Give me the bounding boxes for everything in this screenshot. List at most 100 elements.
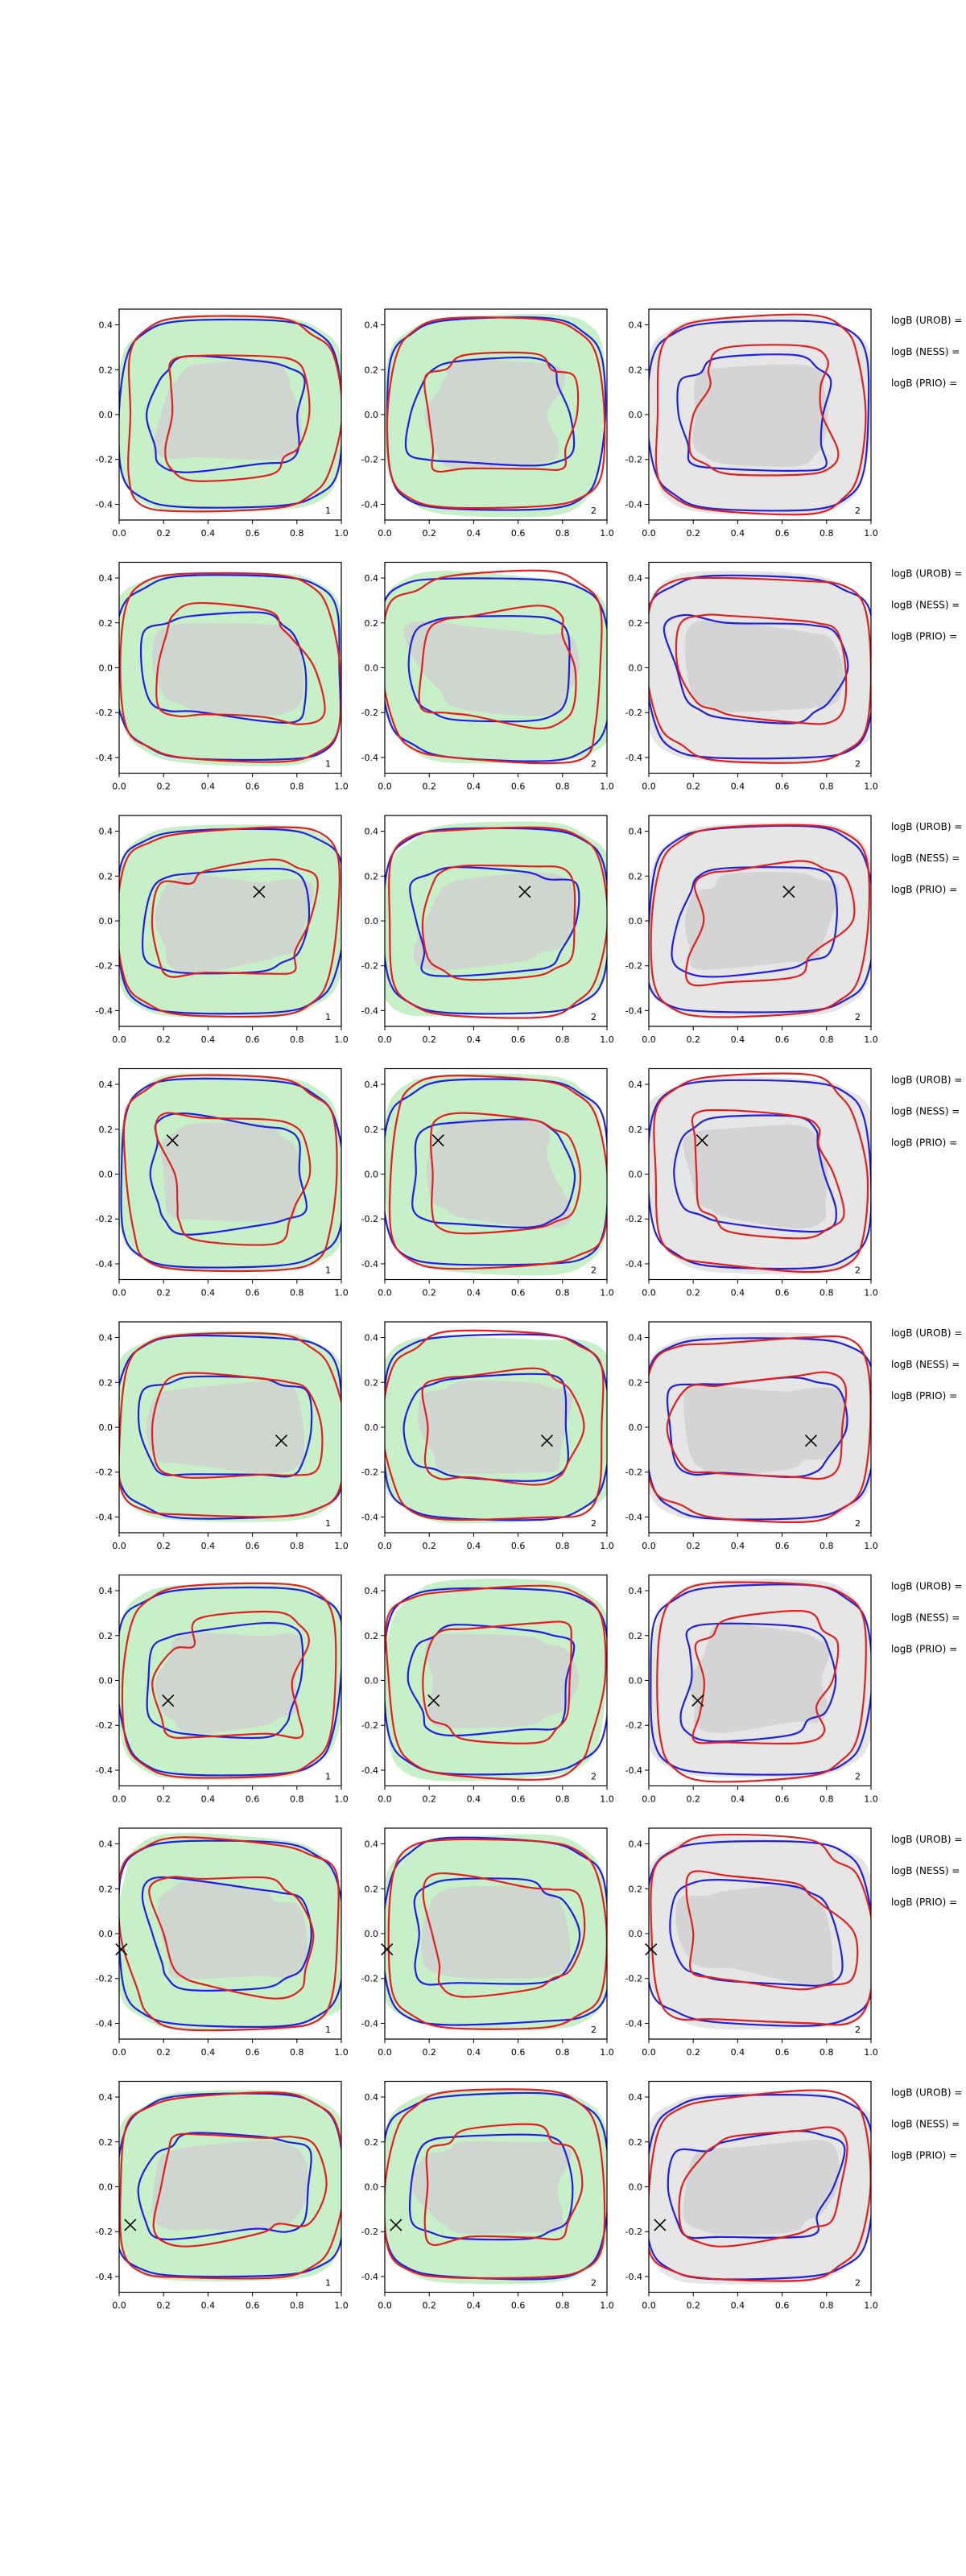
logb-label: logB (PRIO) = (891, 1897, 957, 1908)
x-tick-label: 0.2 (686, 782, 700, 792)
y-tick-label: 0.2 (629, 618, 643, 629)
y-tick-label: -0.4 (625, 1765, 642, 1776)
y-tick-label: 0.0 (365, 1676, 379, 1686)
x-tick-label: 0.0 (642, 2301, 656, 2311)
logb-labels-row-5: logB (UROB) = logB (NESS) = logB (PRIO) = (891, 1327, 962, 1402)
logb-label: logB (UROB) = (891, 1327, 962, 1339)
y-tick-label: 0.0 (629, 410, 643, 420)
panel-number: 1 (325, 1518, 331, 1529)
density-fill-inner (418, 1381, 572, 1474)
y-tick-label: 0.2 (629, 1377, 643, 1388)
x-tick-label: 0.8 (555, 2047, 570, 2058)
x-tick-label: 0.4 (467, 1288, 481, 1298)
x-tick-label: 0.4 (201, 1794, 216, 1805)
blue-contour-outer (649, 2094, 871, 2281)
x-tick-label: 0.0 (112, 1794, 126, 1805)
density-fill-inner (158, 1880, 308, 1979)
x-tick-label: 0.6 (775, 1034, 790, 1045)
y-tick-label: 0.4 (629, 2092, 643, 2103)
truth-marker (381, 1942, 394, 1956)
x-tick-label: 0.0 (642, 2047, 656, 2058)
x-tick-label: 0.4 (201, 1288, 216, 1298)
x-tick-label: 1.0 (334, 2047, 349, 2058)
density-fill-inner (160, 1122, 301, 1222)
y-tick-label: -0.4 (625, 2272, 642, 2282)
y-tick-label: 0.4 (629, 827, 643, 837)
panel-r6-c3: -0.4 -0.2 0.0 0.2 0.4 0.0 0.2 0.4 0.6 0.8 1.0 2 (625, 1574, 878, 1805)
x-tick-label: 1.0 (334, 1541, 349, 1551)
y-tick-label: -0.2 (625, 1214, 642, 1224)
x-tick-label: 0.0 (378, 782, 392, 792)
panel-r1-c1: -0.4 -0.2 0.0 0.2 0.4 0.0 0.2 0.4 0.6 0.8 1.0 1 (96, 308, 349, 539)
density-fill-inner (426, 1118, 572, 1228)
x-tick-label: 0.6 (246, 1541, 260, 1551)
truth-marker (645, 1942, 658, 1956)
y-tick-label: 0.4 (365, 1080, 379, 1090)
panel-r2-c2: -0.4 -0.2 0.0 0.2 0.4 0.0 0.2 0.4 0.6 0.8 1.0 2 (361, 561, 614, 792)
red-contour-inner (155, 602, 326, 725)
x-tick-label: 0.6 (246, 2301, 260, 2311)
density-fill-inner (146, 1381, 305, 1474)
y-tick-label: -0.4 (361, 2018, 378, 2029)
x-tick-label: 0.2 (422, 528, 436, 539)
y-tick-label: -0.2 (361, 2227, 378, 2237)
panel-number: 1 (325, 759, 331, 770)
logb-label: logB (PRIO) = (891, 1137, 957, 1149)
x-tick-label: 0.0 (112, 1288, 126, 1298)
logb-labels-row-6: logB (UROB) = logB (NESS) = logB (PRIO) = (891, 1581, 962, 1655)
y-tick-label: -0.2 (361, 708, 378, 718)
y-tick-label: -0.2 (96, 1214, 113, 1224)
y-tick-label: -0.4 (361, 2272, 378, 2282)
y-tick-label: -0.4 (96, 1259, 113, 1269)
y-tick-label: 0.4 (365, 320, 379, 331)
truth-marker (115, 1942, 128, 1956)
x-tick-label: 0.4 (731, 1288, 745, 1298)
y-tick-label: 0.0 (365, 2182, 379, 2193)
blue-contour-outer (649, 1337, 871, 1521)
x-tick-label: 0.0 (642, 1034, 656, 1045)
red-contour-inner (418, 605, 577, 730)
blue-contour-inner (673, 1114, 837, 1233)
density-fill-inner (152, 623, 304, 716)
y-tick-label: 0.4 (629, 1080, 643, 1090)
logb-label: logB (PRIO) = (891, 378, 957, 389)
density-fill-inner (425, 1633, 580, 1728)
y-tick-label: 0.0 (99, 1929, 114, 1939)
x-tick-label: 0.6 (775, 2047, 790, 2058)
x-tick-label: 1.0 (600, 1541, 614, 1551)
y-tick-label: 0.0 (365, 410, 379, 420)
logb-label: logB (PRIO) = (891, 884, 957, 895)
blue-contour-inner (137, 1375, 313, 1478)
x-tick-label: 0.6 (511, 528, 526, 539)
panel-r7-c3: -0.4 -0.2 0.0 0.2 0.4 0.0 0.2 0.4 0.6 0.8 1.0 2 (625, 1827, 878, 2058)
y-tick-label: -0.4 (361, 1765, 378, 1776)
x-tick-label: 0.8 (819, 2047, 834, 2058)
red-contour-outer (386, 316, 606, 510)
y-tick-label: 0.4 (99, 1839, 114, 1850)
density-fill-inner (155, 1633, 303, 1734)
y-tick-label: 0.2 (99, 1377, 114, 1388)
x-tick-label: 0.2 (686, 528, 700, 539)
x-tick-label: 0.4 (201, 1541, 216, 1551)
y-tick-label: -0.4 (96, 499, 113, 510)
x-tick-label: 0.6 (511, 2047, 526, 2058)
y-tick-label: -0.4 (625, 2018, 642, 2029)
x-tick-label: 0.2 (422, 2301, 436, 2311)
y-tick-label: 0.4 (629, 1586, 643, 1596)
blue-contour-outer (385, 1078, 607, 1266)
panel-r3-c2: -0.4 -0.2 0.0 0.2 0.4 0.0 0.2 0.4 0.6 0.8 1.0 2 (361, 815, 614, 1045)
logb-labels-row-8: logB (UROB) = logB (NESS) = logB (PRIO) = (891, 2087, 962, 2161)
y-tick-label: 0.2 (365, 618, 379, 629)
logb-labels-row-2: logB (UROB) = logB (NESS) = logB (PRIO) = (891, 568, 962, 642)
y-tick-label: 0.4 (629, 1333, 643, 1344)
red-contour-outer (119, 2091, 341, 2280)
y-tick-label: 0.2 (99, 618, 114, 629)
x-tick-label: 0.2 (156, 528, 171, 539)
x-tick-label: 1.0 (600, 2301, 614, 2311)
y-tick-label: 0.4 (365, 1586, 379, 1596)
panel-number: 2 (855, 1265, 861, 1276)
y-tick-label: 0.2 (629, 1125, 643, 1135)
red-contour-inner (422, 1872, 586, 1998)
truth-marker (166, 1134, 179, 1147)
panel-number: 2 (591, 2278, 597, 2289)
